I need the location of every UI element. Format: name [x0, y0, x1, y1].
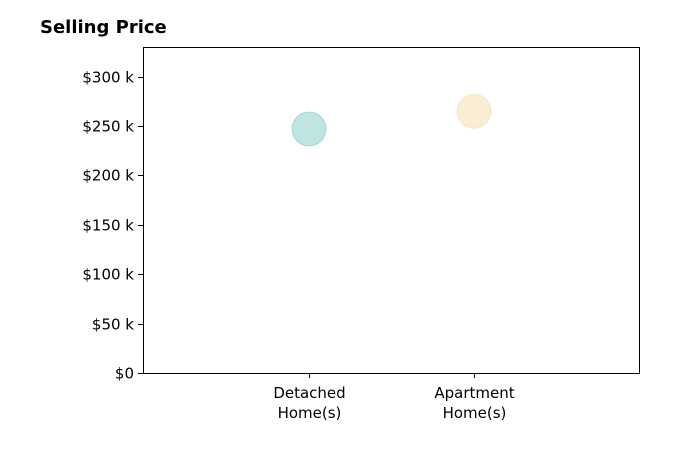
data-points	[291, 93, 492, 147]
x-axis: Detached Home(s) Apartment Home(s)	[273, 373, 515, 422]
chart-title: Selling Price	[40, 17, 167, 38]
x-tick-label: Apartment Home(s)	[434, 384, 514, 422]
y-tick-label: $250 k	[82, 118, 134, 136]
plot-frame	[143, 47, 640, 374]
y-tick-label: $100 k	[82, 266, 134, 284]
data-point	[456, 93, 492, 129]
y-tick-label: $150 k	[82, 217, 134, 235]
y-tick-label: $0	[115, 365, 134, 383]
data-point	[291, 111, 327, 147]
y-tick-label: $50 k	[92, 316, 134, 334]
x-tick-label: Detached Home(s)	[273, 384, 345, 422]
y-tick-label: $300 k	[82, 69, 134, 87]
y-axis: $0 $50 k $100 k $150 k $200 k $250 k $300 k	[82, 69, 143, 383]
y-tick-label: $200 k	[82, 167, 134, 185]
